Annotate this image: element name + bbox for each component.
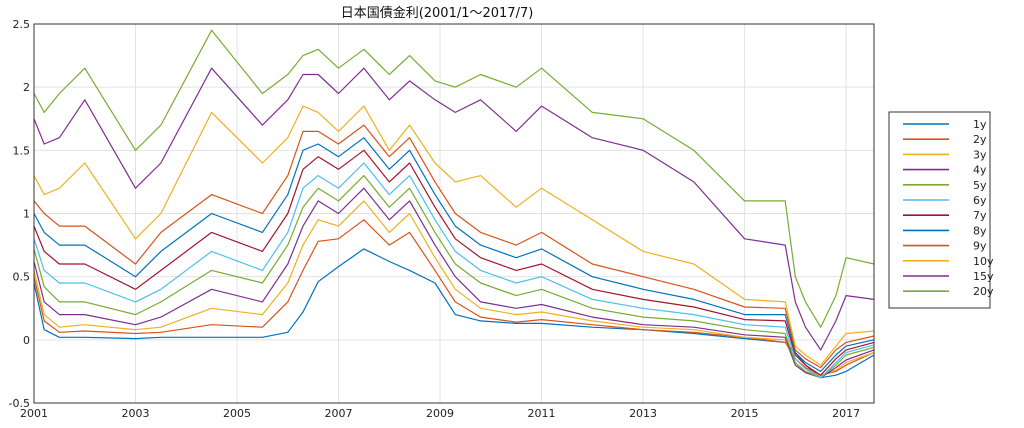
x-tick-label: 2001: [20, 407, 48, 420]
y-tick-label: -0.5: [9, 397, 30, 410]
legend-label-3y: 3y: [973, 148, 987, 161]
x-tick-label: 2005: [223, 407, 251, 420]
grid: [33, 23, 874, 404]
series-line-1y: [33, 248, 875, 379]
legend-label-15y: 15y: [973, 270, 994, 283]
series-line-2y: [33, 219, 875, 376]
legend-label-4y: 4y: [973, 164, 987, 177]
series-line-3y: [33, 200, 875, 376]
y-tick-label: 1: [23, 208, 30, 221]
y-axis: 2.5 2 1.5 1 0.5 0 -0.5: [9, 18, 30, 410]
x-tick-label: 2003: [122, 407, 150, 420]
x-axis: 2001 2003 2005 2007 2009 2011 2013 2015 2017: [20, 407, 860, 420]
legend-label-1y: 1y: [973, 118, 987, 131]
series-line-4y: [33, 187, 875, 379]
x-tick-label: 2017: [832, 407, 860, 420]
legend-label-10y: 10y: [973, 255, 994, 268]
x-tick-label: 2015: [731, 407, 759, 420]
series-line-20y: [33, 29, 875, 328]
series-lines: [33, 29, 875, 379]
series-line-10y: [33, 105, 875, 366]
series-line-9y: [33, 124, 875, 369]
plot-frame: [33, 23, 875, 404]
series-line-6y: [33, 162, 875, 379]
y-tick-label: 0: [23, 334, 30, 347]
legend: 1y 2y 3y 4y 5y 6y 7y 8y 9y 10y 15y 20y: [888, 111, 994, 309]
x-tick-label: 2009: [426, 407, 454, 420]
y-tick-label: 2.5: [13, 18, 31, 31]
legend-label-2y: 2y: [973, 133, 987, 146]
series-line-15y: [33, 67, 875, 351]
series-line-8y: [33, 137, 875, 372]
legend-label-7y: 7y: [973, 209, 987, 222]
legend-label-20y: 20y: [973, 285, 994, 298]
x-tick-label: 2007: [325, 407, 353, 420]
series-line-5y: [33, 175, 875, 379]
y-tick-label: 2: [23, 81, 30, 94]
x-tick-label: 2013: [629, 407, 657, 420]
y-tick-label: 0.5: [13, 271, 31, 284]
y-tick-label: 1.5: [13, 144, 31, 157]
chart-title: 日本国債金利(2001/1～2017/7): [341, 5, 534, 21]
legend-label-6y: 6y: [973, 194, 987, 207]
legend-label-8y: 8y: [973, 224, 987, 237]
series-line-7y: [33, 149, 875, 376]
legend-label-5y: 5y: [973, 179, 987, 192]
legend-label-9y: 9y: [973, 240, 987, 253]
x-tick-label: 2011: [528, 407, 556, 420]
